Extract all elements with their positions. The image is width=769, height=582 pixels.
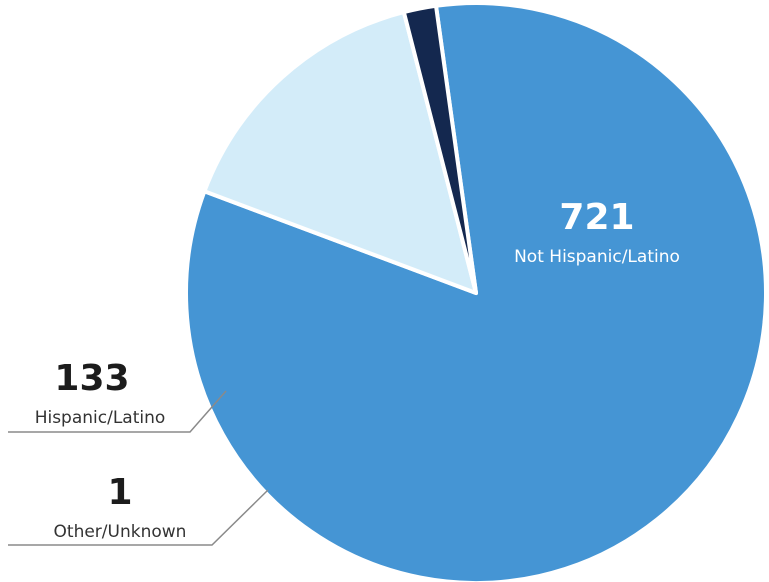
pie-slices <box>184 1 768 582</box>
value-label-not-hispanic: 721 <box>559 197 634 238</box>
category-label-not-hispanic: Not Hispanic/Latino <box>514 247 680 267</box>
category-label-hispanic: Hispanic/Latino <box>35 408 166 428</box>
value-label-hispanic: 133 <box>54 358 129 399</box>
leader-line-hispanic <box>8 390 227 433</box>
category-label-other: Other/Unknown <box>54 522 187 542</box>
value-label-other: 1 <box>107 472 132 513</box>
pie-slice-hispanic <box>202 10 478 295</box>
pie-slice-other <box>401 3 478 295</box>
leader-line-other <box>8 489 269 546</box>
